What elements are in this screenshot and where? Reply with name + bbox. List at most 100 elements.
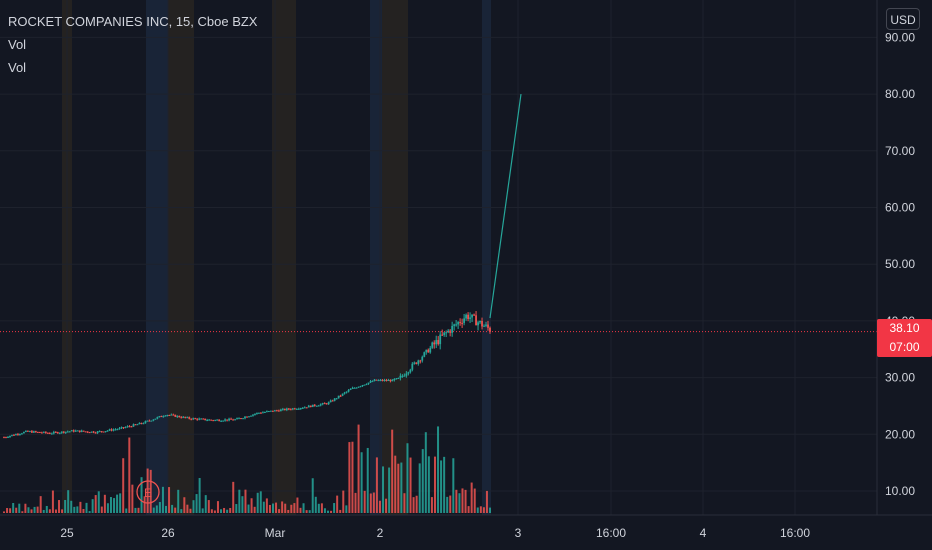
candle-body	[252, 414, 254, 416]
session-bands	[62, 0, 491, 515]
candle-body	[341, 393, 344, 396]
candle-body	[401, 375, 404, 377]
volume-bar	[113, 498, 116, 513]
candle-body	[168, 414, 171, 416]
currency-button[interactable]: USD	[886, 8, 920, 30]
candle-body	[479, 320, 481, 323]
volume-bar	[192, 500, 195, 513]
candle-body	[250, 415, 252, 417]
candle-body	[194, 418, 197, 420]
volume-bar	[122, 458, 125, 513]
candle-body	[471, 314, 473, 318]
candle-body	[435, 340, 438, 345]
volume-bar	[363, 490, 366, 513]
price-tick-label: 70.00	[885, 144, 915, 158]
session-band	[370, 0, 382, 515]
candle-body	[433, 342, 436, 345]
volume-bar	[12, 502, 15, 513]
candle-body	[27, 430, 29, 432]
candle-body	[170, 414, 173, 416]
volume-bar	[397, 463, 400, 513]
volume-bar	[256, 492, 259, 513]
volume-bar	[61, 509, 64, 513]
candle-body	[166, 414, 169, 416]
volume-bar	[45, 505, 48, 513]
candle-body	[415, 362, 418, 364]
candle-body	[331, 400, 334, 402]
candle-body	[224, 419, 226, 421]
candle-body	[44, 431, 47, 433]
candle-body	[409, 369, 412, 373]
candle-body	[439, 334, 442, 345]
candle-body	[339, 395, 342, 397]
volume-bar	[161, 486, 164, 513]
volume-bar	[278, 509, 281, 513]
candle-body	[355, 387, 358, 389]
candle-body	[345, 391, 348, 393]
candle-body	[431, 342, 434, 348]
symbol-title[interactable]: ROCKET COMPANIES INC, 15, Cboe BZX	[8, 14, 258, 29]
candle-body	[457, 322, 460, 325]
volume-bar	[109, 497, 112, 513]
time-tick-label: 26	[161, 526, 175, 540]
candle-body	[238, 418, 240, 420]
volume-bar	[171, 504, 174, 513]
volume-bar	[165, 505, 167, 513]
volume-bar	[446, 496, 449, 513]
volume-bar	[119, 493, 122, 513]
candle-body	[25, 430, 27, 432]
time-tick-label: 3	[515, 526, 522, 540]
candle-body	[200, 418, 203, 420]
volume-bar	[195, 494, 198, 513]
candle-body	[96, 431, 99, 433]
volume-bar	[320, 503, 323, 513]
volume-bar	[433, 456, 436, 513]
candle-body	[469, 317, 471, 319]
volume-bar	[403, 493, 406, 513]
candle-body	[56, 432, 59, 434]
candle-body	[148, 420, 151, 422]
candle-body	[289, 409, 292, 411]
volume-bar	[299, 507, 302, 513]
volume-bar	[186, 504, 189, 513]
volume-bar	[473, 488, 476, 513]
candle-body	[313, 404, 316, 406]
volume-bar	[82, 508, 85, 513]
candle-body	[329, 400, 332, 403]
price-tick-label: 10.00	[885, 484, 915, 498]
candle-body	[126, 426, 129, 428]
candle-body	[271, 410, 274, 412]
volume-bar	[79, 501, 82, 513]
volume-indicator-label-2[interactable]: Vol	[8, 60, 27, 75]
candle-body	[134, 424, 137, 426]
candle-body	[363, 384, 366, 386]
volume-bar	[140, 477, 143, 513]
candle-body	[317, 405, 320, 407]
volume-bar	[424, 432, 427, 513]
candle-body	[246, 416, 248, 418]
candle-body	[228, 418, 230, 421]
volume-bar	[198, 478, 201, 513]
candle-body	[256, 412, 258, 414]
candle-body	[15, 434, 17, 436]
candle-body	[58, 432, 61, 434]
volume-bar	[449, 495, 452, 513]
candle-body	[487, 324, 489, 328]
candle-body	[465, 314, 467, 319]
candle-body	[74, 430, 77, 432]
candle-body	[447, 330, 450, 333]
volume-bar	[385, 498, 388, 513]
candle-body	[208, 419, 211, 421]
volume-bar	[183, 497, 186, 513]
volume-bar	[372, 492, 375, 513]
candle-body	[192, 418, 195, 420]
price-tick-label: 30.00	[885, 371, 915, 385]
volume-bar	[262, 501, 265, 513]
candle-body	[118, 428, 121, 430]
candle-body	[150, 420, 153, 422]
candle-body	[335, 398, 338, 400]
volume-indicator-label[interactable]: Vol	[8, 37, 27, 52]
